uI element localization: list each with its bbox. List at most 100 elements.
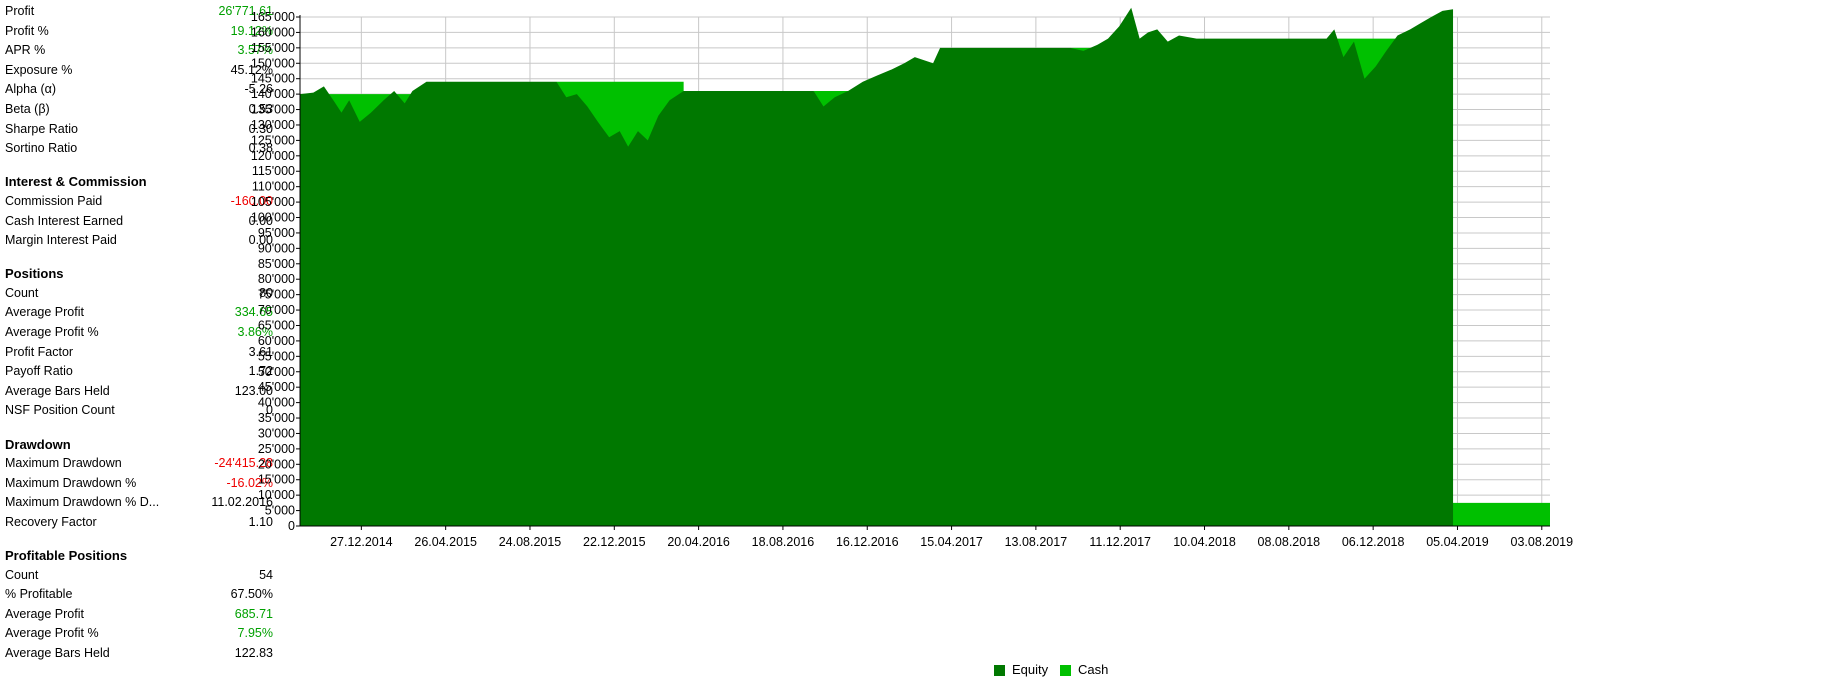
y-tick-label: 0 bbox=[288, 519, 295, 533]
stat-label: Maximum Drawdown bbox=[5, 456, 122, 471]
y-tick-label: 45'000 bbox=[258, 380, 295, 394]
y-tick-label: 120'000 bbox=[251, 149, 295, 163]
stat-value: 1.10 bbox=[248, 514, 273, 529]
y-tick-label: 80'000 bbox=[258, 272, 295, 286]
stat-row: Recovery Factor 1.10 bbox=[5, 513, 273, 532]
stat-label: % Profitable bbox=[5, 587, 73, 602]
stat-label: Average Bars Held bbox=[5, 646, 110, 660]
stat-label: Beta (β) bbox=[5, 102, 50, 116]
y-tick-label: 30'000 bbox=[258, 426, 295, 440]
stat-value: 67.50% bbox=[230, 587, 273, 602]
equity-series bbox=[300, 7, 1454, 526]
stat-value: 54 bbox=[259, 567, 273, 582]
stat-value: 0 bbox=[266, 403, 273, 418]
x-tick-label: 03.08.2019 bbox=[1511, 535, 1574, 549]
section-title: Positions bbox=[5, 266, 64, 282]
stat-row: Count 80 bbox=[5, 284, 273, 303]
stat-value: -16.02% bbox=[226, 475, 273, 490]
stat-row: APR % 3.57% bbox=[5, 41, 273, 60]
legend-label-equity: Equity bbox=[1012, 662, 1049, 677]
stat-value: 3.61 bbox=[248, 344, 273, 359]
y-tick-label: 100'000 bbox=[251, 211, 295, 225]
stat-value: 0.38 bbox=[248, 141, 273, 156]
y-tick-label: 125'000 bbox=[251, 133, 295, 147]
stat-label: Cash Interest Earned bbox=[5, 213, 124, 228]
chart-axes bbox=[299, 15, 1550, 527]
stat-value: 334.65 bbox=[234, 305, 273, 320]
stat-label: Payoff Ratio bbox=[5, 364, 73, 379]
x-tick-label: 08.08.2018 bbox=[1258, 535, 1321, 549]
section-title: Interest & Commission bbox=[5, 174, 147, 190]
stat-label: Sharpe Ratio bbox=[5, 121, 78, 136]
y-tick-label: 135'000 bbox=[251, 103, 295, 117]
stat-row: Average Profit % 3.86% bbox=[5, 323, 273, 342]
y-tick-label: 10'000 bbox=[258, 488, 295, 502]
x-tick-label: 15.04.2017 bbox=[920, 535, 983, 549]
stat-row: Maximum Drawdown % D... 11.02.2016 bbox=[5, 493, 273, 512]
y-tick-label: 145'000 bbox=[251, 72, 295, 86]
y-tick-label: 75'000 bbox=[258, 288, 295, 302]
stat-value: 1.72 bbox=[248, 364, 273, 379]
stat-value: 45.12% bbox=[230, 62, 273, 77]
y-tick-label: 55'000 bbox=[258, 349, 295, 363]
x-tick-label: 18.08.2016 bbox=[752, 535, 815, 549]
stat-row: Sharpe Ratio 0.30 bbox=[5, 120, 273, 139]
stat-label: NSF Position Count bbox=[5, 403, 115, 418]
stat-label: Average Profit bbox=[5, 305, 84, 320]
y-tick-label: 35'000 bbox=[258, 411, 295, 425]
stat-value: 0.53 bbox=[248, 102, 273, 116]
stat-label: Maximum Drawdown % bbox=[5, 475, 137, 490]
y-tick-label: 160'000 bbox=[251, 25, 295, 39]
y-tick-label: 60'000 bbox=[258, 334, 295, 348]
x-tick-label: 11.12.2017 bbox=[1089, 535, 1151, 549]
stat-row: Average Bars Held 123.00 bbox=[5, 382, 273, 401]
y-tick-label: 5'000 bbox=[265, 504, 295, 518]
stat-label: Count bbox=[5, 567, 39, 582]
stat-row: Average Profit 334.65 bbox=[5, 303, 273, 322]
y-tick-label: 115'000 bbox=[252, 164, 295, 178]
y-tick-label: 40'000 bbox=[258, 396, 295, 410]
x-tick-label: 20.04.2016 bbox=[667, 535, 730, 549]
stat-label: Profit bbox=[5, 4, 35, 18]
stat-value: 19.12% bbox=[230, 23, 273, 38]
stat-row: Maximum Drawdown % -16.02% bbox=[5, 474, 273, 493]
stat-value: 122.83 bbox=[234, 646, 273, 660]
stat-row: Count 54 bbox=[5, 566, 273, 585]
y-tick-label: 50'000 bbox=[258, 365, 295, 379]
legend-swatch-cash bbox=[1060, 665, 1071, 676]
stat-label: APR % bbox=[5, 43, 46, 58]
y-tick-label: 65'000 bbox=[258, 318, 295, 332]
y-axis-ticks: 05'00010'00015'00020'00025'00030'00035'0… bbox=[251, 10, 300, 533]
stat-row: Average Profit 685.71 bbox=[5, 605, 273, 624]
x-tick-label: 22.12.2015 bbox=[583, 535, 646, 549]
stat-value: 685.71 bbox=[234, 606, 273, 621]
stat-label: Sortino Ratio bbox=[5, 141, 78, 156]
y-tick-label: 105'000 bbox=[251, 195, 295, 209]
y-tick-label: 130'000 bbox=[251, 118, 295, 132]
y-tick-label: 85'000 bbox=[258, 257, 295, 271]
stat-row: Alpha (α) -5.26 bbox=[5, 80, 273, 99]
stat-label: Margin Interest Paid bbox=[5, 233, 117, 248]
stat-row: Average Bars Held 122.83 bbox=[5, 644, 273, 663]
stat-row: NSF Position Count 0 bbox=[5, 401, 273, 420]
x-tick-label: 06.12.2018 bbox=[1342, 535, 1405, 549]
statistics-panel: Profit 26'771.61 Profit % 19.12% APR % 3.57% E… bbox=[0, 0, 280, 682]
stat-row: Payoff Ratio 1.72 bbox=[5, 362, 273, 381]
section-title: Profitable Positions bbox=[5, 548, 128, 563]
stat-value: 26'771.61 bbox=[218, 4, 273, 18]
stat-label: Average Profit % bbox=[5, 325, 99, 339]
equity-area bbox=[300, 7, 1454, 526]
section-title: Drawdown bbox=[5, 436, 71, 452]
x-tick-label: 27.12.2014 bbox=[330, 535, 393, 549]
equity-chart: 05'00010'00015'00020'00025'00030'00035'0… bbox=[251, 7, 1574, 549]
stat-row: Commission Paid -160.00 bbox=[5, 192, 273, 211]
stat-value: 0.30 bbox=[248, 121, 273, 136]
stat-value: -160.00 bbox=[230, 193, 273, 208]
x-tick-label: 05.04.2019 bbox=[1426, 535, 1489, 549]
stat-label: Recovery Factor bbox=[5, 514, 97, 529]
stat-row: % Profitable 67.50% bbox=[5, 585, 273, 604]
stat-row: Profit Factor 3.61 bbox=[5, 343, 273, 362]
stat-value: 3.86% bbox=[237, 325, 273, 339]
legend-label-cash: Cash bbox=[1078, 662, 1109, 677]
legend-swatch-equity bbox=[994, 665, 1005, 676]
